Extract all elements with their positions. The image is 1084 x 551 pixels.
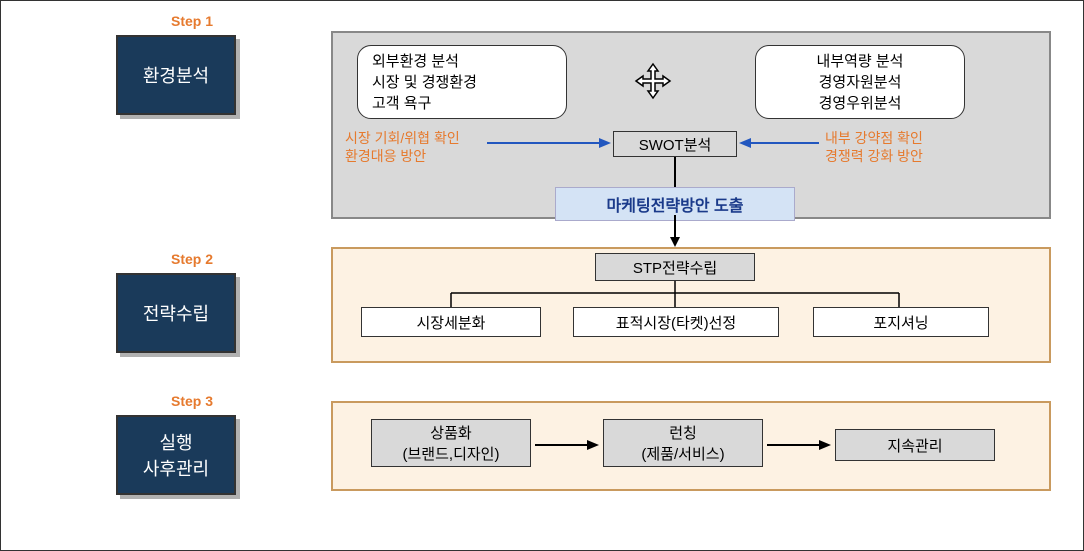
step1-box: 환경분석	[116, 35, 236, 115]
arrow-left-to-swot	[487, 135, 611, 151]
step1-right-note: 내부 강약점 확인 경쟁력 강화 방안	[825, 129, 923, 165]
move-icon	[633, 61, 673, 101]
step2-box: 전략수립	[116, 273, 236, 353]
line-swot-down	[671, 157, 679, 187]
step2-b1: 시장세분화	[361, 307, 541, 337]
step3-b1: 상품화 (브랜드,디자인)	[371, 419, 531, 467]
step3-box: 실행 사후관리	[116, 415, 236, 495]
step3-label: Step 3	[171, 393, 213, 409]
step3-b2: 런칭 (제품/서비스)	[603, 419, 763, 467]
arrow-banner-to-stp	[669, 215, 681, 247]
step1-left-box: 외부환경 분석 시장 및 경쟁환경 고객 욕구	[357, 45, 567, 119]
step2-label: Step 2	[171, 251, 213, 267]
arrow-s3-2	[767, 437, 831, 453]
arrow-right-to-swot	[739, 135, 819, 151]
stp-branch-lines	[431, 281, 921, 309]
step2-b2: 표적시장(타켓)선정	[573, 307, 779, 337]
swot-box: SWOT분석	[613, 131, 737, 157]
stp-box: STP전략수립	[595, 253, 755, 281]
step3-b3: 지속관리	[835, 429, 995, 461]
step1-label: Step 1	[171, 13, 213, 29]
step1-left-note: 시장 기회/위협 확인 환경대응 방안	[345, 129, 460, 165]
step2-b3: 포지셔닝	[813, 307, 989, 337]
arrow-s3-1	[535, 437, 599, 453]
step1-right-box: 내부역량 분석 경영자원분석 경영우위분석	[755, 45, 965, 119]
